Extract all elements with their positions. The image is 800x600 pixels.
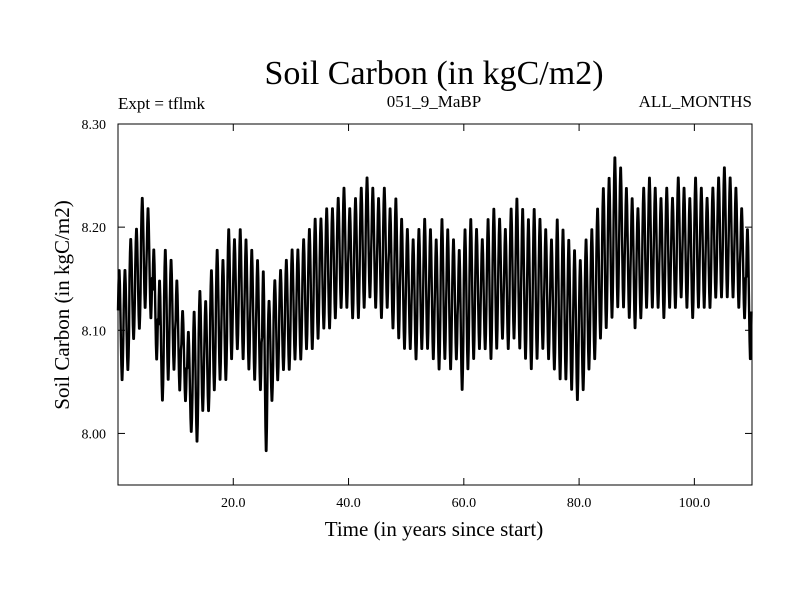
y-tick-label: 8.00: [82, 427, 107, 442]
y-axis-label: Soil Carbon (in kgC/m2): [50, 200, 74, 409]
x-tick-label: 80.0: [567, 496, 592, 511]
chart-title: Soil Carbon (in kgC/m2): [264, 55, 603, 92]
y-tick-label: 8.20: [82, 221, 107, 236]
experiment-label: Expt = tflmk: [118, 94, 206, 113]
x-tick-label: 40.0: [336, 496, 361, 511]
x-tick-label: 60.0: [452, 496, 477, 511]
data-series: [116, 156, 753, 453]
x-tick-label: 20.0: [221, 496, 246, 511]
soil-carbon-line: [116, 156, 753, 453]
plot-frame: [117, 123, 753, 486]
x-axis-ticks: 20.0 40.0 60.0 80.0 100.0: [221, 124, 710, 511]
y-axis-ticks: 8.00 8.10 8.20 8.30: [82, 118, 752, 442]
run-id-label: 051_9_MaBP: [387, 92, 481, 111]
y-tick-label: 8.10: [82, 324, 107, 339]
months-label: ALL_MONTHS: [639, 92, 752, 111]
y-tick-label: 8.30: [82, 118, 107, 133]
x-tick-label: 100.0: [679, 496, 711, 511]
x-axis-label: Time (in years since start): [325, 517, 544, 541]
